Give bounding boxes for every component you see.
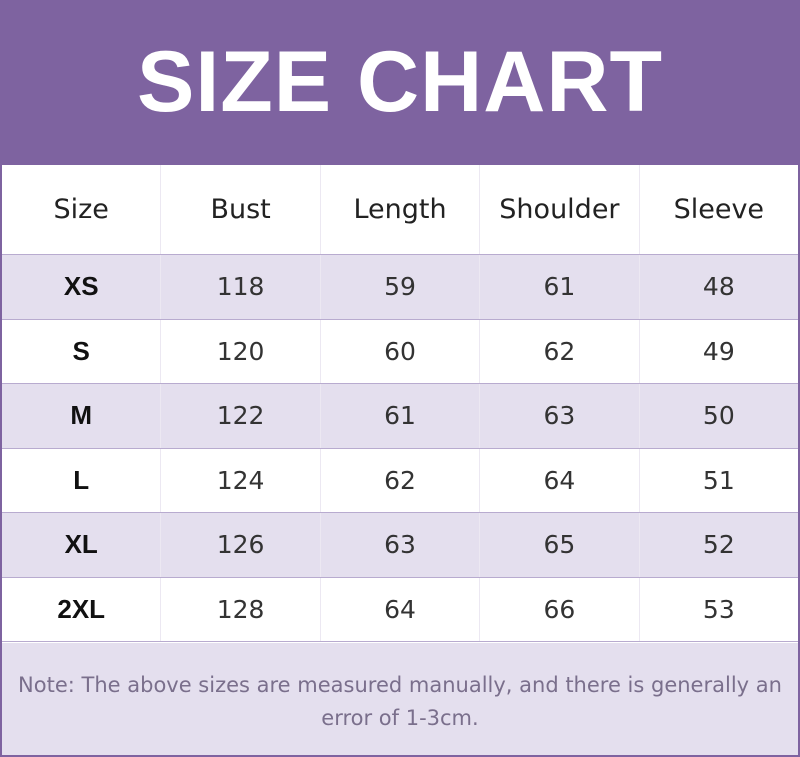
table-cell: 51: [702, 465, 735, 495]
size-label: 2XL: [2, 577, 162, 641]
table-cell: 53: [702, 594, 735, 624]
table-row: S 120 60 62 49: [2, 319, 798, 384]
table-row: M 122 61 63 50: [2, 384, 798, 449]
table-cell: 120: [161, 319, 321, 383]
table-header-row: Size Bust Length Shoulder Sleeve: [2, 165, 798, 255]
table-row: L 124 62 64 51: [2, 448, 798, 513]
column-header: Bust: [161, 165, 321, 254]
table-cell: 128: [161, 577, 321, 641]
page-title: SIZE CHART: [0, 0, 800, 165]
table-cell: 65: [480, 513, 640, 577]
size-label: M: [2, 384, 162, 448]
table-row: XL 126 63 65 52: [2, 513, 798, 578]
table-cell: 63: [321, 513, 481, 577]
table-cell: 50: [702, 401, 735, 431]
table-cell: 61: [321, 384, 481, 448]
size-label: L: [2, 448, 162, 512]
size-table: Size Bust Length Shoulder Sleeve XS 118 59 61 48 S…: [2, 165, 798, 642]
table-cell: 49: [702, 336, 735, 366]
table-cell: 63: [480, 384, 640, 448]
table-cell: 118: [161, 255, 321, 319]
table-cell: 48: [702, 272, 735, 302]
table-cell: 61: [480, 255, 640, 319]
size-label: XS: [2, 255, 162, 319]
table-cell: 62: [321, 448, 481, 512]
measurement-note: Note: The above sizes are measured manua…: [2, 643, 798, 755]
column-header: Shoulder: [480, 165, 640, 254]
table-cell: 52: [702, 530, 735, 560]
size-label: S: [2, 319, 162, 383]
table-cell: 124: [161, 448, 321, 512]
table-cell: 60: [321, 319, 481, 383]
table-row: XS 118 59 61 48: [2, 255, 798, 320]
size-label: XL: [2, 513, 162, 577]
table-cell: 122: [161, 384, 321, 448]
table-cell: 62: [480, 319, 640, 383]
table-cell: 59: [321, 255, 481, 319]
table-cell: 64: [321, 577, 481, 641]
table-row: 2XL 128 64 66 53: [2, 577, 798, 642]
column-header: Sleeve: [673, 194, 765, 225]
column-header: Length: [321, 165, 481, 254]
column-header: Size: [2, 165, 162, 254]
table-cell: 66: [480, 577, 640, 641]
table-cell: 64: [480, 448, 640, 512]
table-cell: 126: [161, 513, 321, 577]
